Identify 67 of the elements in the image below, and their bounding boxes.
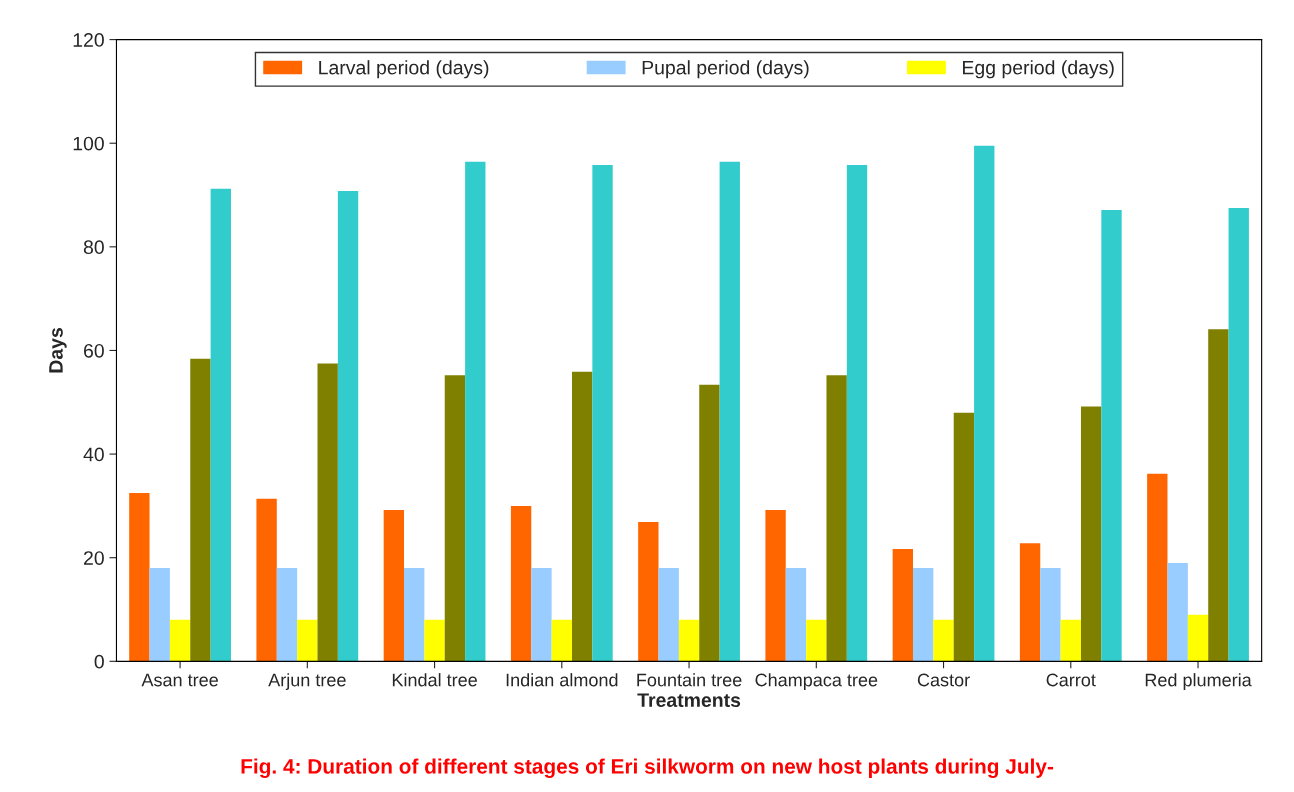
bar	[953, 412, 975, 662]
bar	[256, 498, 277, 662]
bar	[424, 619, 445, 662]
bar	[1208, 329, 1229, 662]
bar	[592, 164, 613, 662]
legend-label: Larval period (days)	[319, 60, 489, 79]
bar	[337, 190, 359, 662]
bar	[1101, 210, 1122, 662]
bar	[699, 384, 720, 662]
x-axis-title: Treatments	[637, 693, 741, 708]
bar	[444, 375, 466, 662]
y-axis-title: Days	[49, 328, 67, 373]
bar	[1040, 568, 1061, 662]
bar	[892, 548, 913, 662]
bar	[1228, 207, 1249, 662]
bar	[1187, 614, 1209, 662]
x-tick-label: Red plumeria	[1145, 673, 1252, 690]
bar	[510, 505, 532, 662]
bar	[765, 510, 786, 662]
x-tick-label: Asan tree	[141, 673, 218, 687]
bar	[190, 358, 211, 662]
bar	[297, 619, 318, 662]
bar	[658, 568, 679, 662]
x-tick-label: Castor	[917, 673, 970, 687]
bar	[465, 161, 486, 662]
x-tick-label: Champaca tree	[755, 673, 878, 690]
bar	[1060, 619, 1081, 662]
bar	[317, 363, 338, 662]
bar	[785, 568, 807, 662]
y-tick-label: 40	[83, 447, 104, 462]
x-tick-label: Carrot	[1046, 673, 1096, 687]
y-tick-label: 20	[84, 551, 104, 565]
x-tick-label: Indian almond	[506, 673, 618, 687]
bar	[933, 619, 954, 662]
bar	[1019, 543, 1041, 662]
bar	[1080, 406, 1102, 662]
bar	[169, 619, 191, 662]
text: Fig. 4: Duration of different stages of Eri silkworm on new host plants during July-	[241, 758, 1054, 778]
bar	[719, 161, 740, 662]
legend-label: Pupal period (days)	[642, 60, 809, 79]
x-tick-label: Kindal tree	[392, 673, 477, 687]
bar	[974, 145, 995, 662]
y-tick-label: 80	[83, 240, 104, 255]
bar	[531, 568, 552, 662]
bar	[129, 492, 150, 662]
y-tick-label: 120	[73, 33, 104, 47]
legend-label: Egg period (days)	[963, 60, 1114, 79]
bar	[913, 568, 934, 662]
bar	[210, 188, 231, 662]
x-tick-label: Fountain tree	[637, 673, 742, 687]
y-tick-label: 0	[94, 654, 104, 669]
bar	[846, 164, 868, 662]
bar	[149, 568, 170, 662]
bar	[1147, 473, 1168, 662]
y-tick-label: 100	[73, 136, 104, 151]
bar	[1167, 562, 1188, 662]
bar	[806, 619, 827, 662]
bar	[276, 568, 298, 662]
x-tick-label: Arjun tree	[268, 673, 346, 690]
bar	[383, 510, 405, 662]
y-tick-label: 60	[84, 343, 104, 358]
bar	[678, 619, 700, 662]
bar	[404, 568, 425, 662]
bar	[551, 619, 572, 662]
bar	[638, 521, 659, 662]
bar	[826, 375, 847, 662]
bar	[571, 371, 593, 662]
